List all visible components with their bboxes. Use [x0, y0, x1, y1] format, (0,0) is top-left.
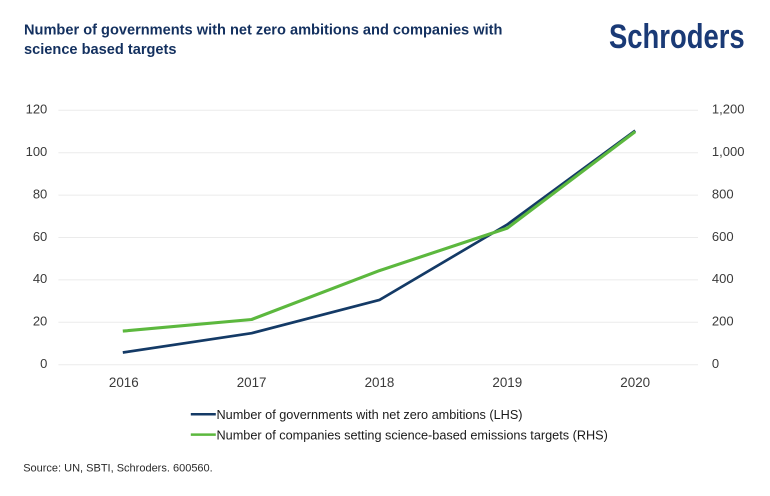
svg-text:1,000: 1,000 — [712, 144, 745, 159]
svg-text:80: 80 — [33, 186, 47, 201]
svg-text:120: 120 — [26, 101, 48, 116]
svg-text:2016: 2016 — [109, 375, 139, 390]
svg-text:600: 600 — [712, 229, 734, 244]
svg-text:Number of governments with net: Number of governments with net zero ambi… — [24, 22, 502, 38]
svg-text:400: 400 — [712, 271, 734, 286]
svg-text:science based targets: science based targets — [24, 42, 177, 58]
svg-text:0: 0 — [712, 356, 719, 371]
svg-text:60: 60 — [33, 229, 47, 244]
svg-text:2019: 2019 — [492, 375, 522, 390]
svg-text:100: 100 — [26, 144, 48, 159]
svg-text:40: 40 — [33, 271, 47, 286]
svg-text:800: 800 — [712, 186, 734, 201]
svg-text:Source: UN, SBTI, Schroders. 6: Source: UN, SBTI, Schroders. 600560. — [23, 463, 213, 475]
svg-text:Number of governments with net: Number of governments with net zero ambi… — [217, 408, 523, 422]
svg-text:2020: 2020 — [620, 375, 650, 390]
svg-text:2018: 2018 — [365, 375, 395, 390]
svg-text:Number of companies setting sc: Number of companies setting science-base… — [217, 428, 608, 442]
svg-text:20: 20 — [33, 314, 47, 329]
svg-text:0: 0 — [40, 356, 47, 371]
svg-text:2017: 2017 — [237, 375, 267, 390]
svg-text:200: 200 — [712, 314, 734, 329]
svg-text:1,200: 1,200 — [712, 101, 745, 116]
svg-text:Schroders: Schroders — [609, 17, 745, 56]
